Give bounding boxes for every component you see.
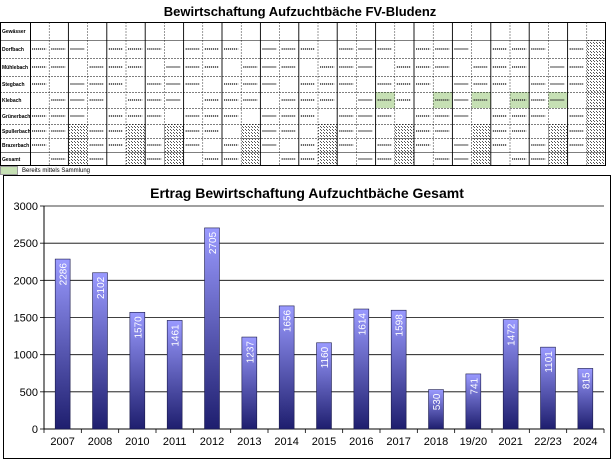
x-tick-label-2011: 2011 xyxy=(163,436,187,448)
data-label-22/23: 1101 xyxy=(544,351,555,373)
data-label-2012: 2705 xyxy=(208,231,219,254)
data-label-2008: 2102 xyxy=(96,276,107,299)
data-label-2018: 530 xyxy=(432,393,443,410)
sheet-row-label: Mühlebach xyxy=(2,65,28,71)
data-label-2011: 1461 xyxy=(171,324,182,347)
x-tick-label-2021: 2021 xyxy=(498,436,522,448)
x-tick-label-2013: 2013 xyxy=(237,436,261,448)
x-tick-label-2007: 2007 xyxy=(50,436,74,448)
bar-2021 xyxy=(502,319,519,430)
bar-chart: Ertrag Bewirtschaftung Aufzuchtbäche Ges… xyxy=(14,185,605,448)
sheet-row-label: Spullerbach xyxy=(2,129,31,135)
bar-2016 xyxy=(353,308,370,430)
x-tick-label-2024: 2024 xyxy=(573,436,597,448)
y-tick-label: 2500 xyxy=(14,238,38,250)
data-label-2014: 1656 xyxy=(283,309,294,332)
legend-note-text: Bereits mittels Sammlung xyxy=(22,167,91,174)
legend-swatch xyxy=(0,166,18,175)
x-tick-label-2012: 2012 xyxy=(200,436,224,448)
bar-2013 xyxy=(241,336,258,430)
x-tick-label-2010: 2010 xyxy=(125,436,149,448)
sheet-title: Bewirtschaftung Aufzuchtbäche FV-Bludenz xyxy=(163,4,437,19)
data-label-2010: 1570 xyxy=(133,316,144,339)
data-label-2021: 1472 xyxy=(507,323,518,346)
bar-2015 xyxy=(316,342,332,430)
y-tick-label: 3000 xyxy=(14,201,38,213)
y-tick-label: 2000 xyxy=(14,275,38,287)
sheet-row-label: Brazerbach xyxy=(2,143,29,149)
y-tick-label: 500 xyxy=(20,387,38,399)
y-tick-label: 1500 xyxy=(14,313,38,325)
legend-note: Bereits mittels Sammlung xyxy=(0,166,90,175)
bar-2008 xyxy=(92,272,108,430)
x-tick-label-2008: 2008 xyxy=(88,436,112,448)
x-tick-label-2016: 2016 xyxy=(349,436,373,448)
bar-2011 xyxy=(166,320,183,430)
bar-2014 xyxy=(278,305,295,430)
x-tick-label-2017: 2017 xyxy=(386,436,410,448)
sheet-row-label: Klebach xyxy=(2,98,21,104)
sheet-row-label: Stegbach xyxy=(2,82,25,88)
bar-19/20 xyxy=(465,373,482,430)
sheet-row-label: Dorfbach xyxy=(2,47,24,53)
x-tick-label-2015: 2015 xyxy=(312,436,336,448)
spreadsheet-grid: Gewässer Dorfbach Mühlebach Stegbach Klebach… xyxy=(0,22,606,166)
data-label-2015: 1160 xyxy=(320,346,331,368)
data-label-2013: 1237 xyxy=(245,341,256,364)
chart-area: Ertrag Bewirtschaftung Aufzuchtbäche Ges… xyxy=(3,175,611,459)
bar-2012 xyxy=(204,227,220,430)
bar-2017 xyxy=(390,309,407,430)
x-tick-label-2018: 2018 xyxy=(424,436,448,448)
sheet-row-label: Gesamt xyxy=(2,157,21,163)
bar-22/23 xyxy=(540,346,556,430)
y-tick-label: 1000 xyxy=(14,350,38,362)
data-label-2007: 2286 xyxy=(59,263,70,286)
x-tick-label-19/20: 19/20 xyxy=(460,436,488,448)
sheet-row-label: Grünerbach xyxy=(2,114,30,120)
data-label-2016: 1614 xyxy=(357,313,368,336)
data-label-19/20: 741 xyxy=(469,377,480,394)
data-label-2017: 1598 xyxy=(395,314,406,337)
y-tick-label: 0 xyxy=(32,424,38,436)
chart-title: Ertrag Bewirtschaftung Aufzuchtbäche Ges… xyxy=(150,185,464,201)
sheet-row-label: Gewässer xyxy=(2,29,26,35)
x-tick-label-22/23: 22/23 xyxy=(534,436,562,448)
bar-2024 xyxy=(577,368,594,430)
bar-2018 xyxy=(428,389,444,430)
x-tick-label-2014: 2014 xyxy=(274,436,298,448)
data-label-2024: 815 xyxy=(581,372,592,389)
bar-2010 xyxy=(129,311,146,430)
bar-2007 xyxy=(54,258,71,430)
